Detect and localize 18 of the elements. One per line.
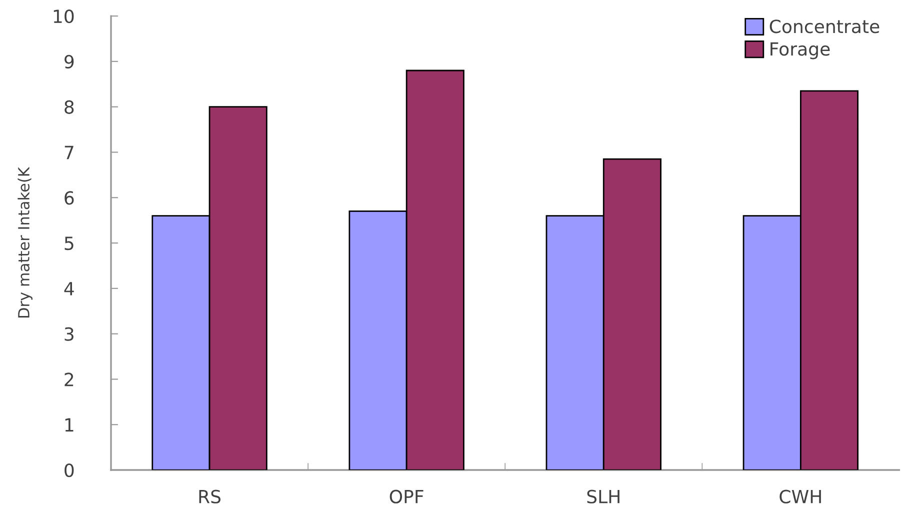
legend-label: Forage	[770, 42, 830, 60]
x-tick-label: RS	[199, 490, 221, 504]
y-tick-label: 0	[64, 463, 74, 478]
y-tick-label: 6	[64, 191, 74, 205]
y-tick-label: 8	[64, 100, 74, 114]
y-axis-title: Dry matter Intake(K	[18, 166, 32, 318]
y-tick-label: 10	[54, 9, 74, 24]
y-tick-label: 7	[64, 146, 74, 160]
y-tick-label: 9	[64, 54, 74, 69]
y-tick-label: 1	[65, 418, 74, 432]
legend-label: Concentrate	[770, 20, 880, 34]
x-tick-label: OPF	[390, 490, 424, 504]
y-tick-label: 3	[64, 327, 74, 341]
y-tick-label: 5	[64, 236, 74, 250]
y-tick-label: 2	[64, 372, 74, 386]
y-tick-label: 4	[64, 282, 74, 296]
x-tick-label: SLH	[587, 490, 620, 504]
x-tick-label: CWH	[780, 490, 821, 504]
